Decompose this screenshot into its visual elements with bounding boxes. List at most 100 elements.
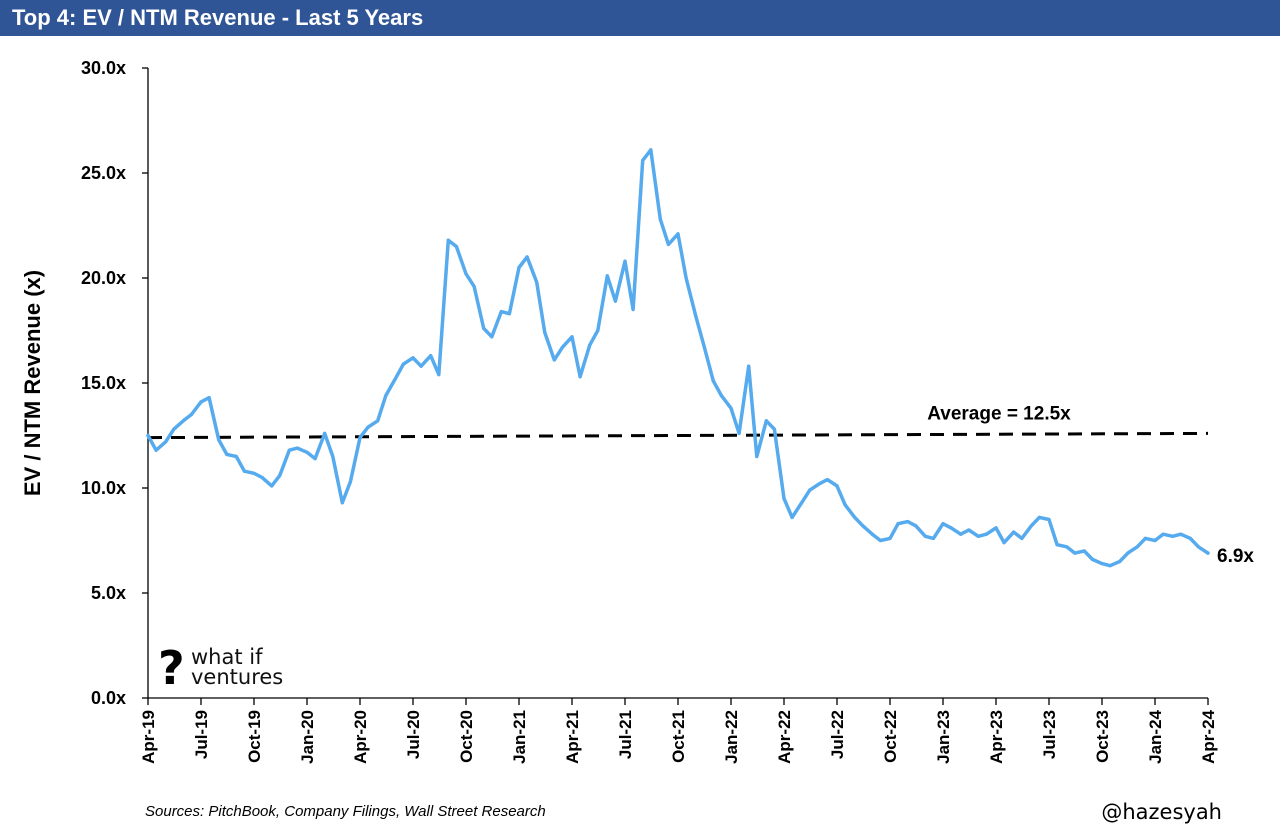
data-point <box>737 431 741 435</box>
data-point <box>729 406 733 410</box>
data-point <box>172 427 176 431</box>
data-point <box>1118 559 1122 564</box>
data-point <box>772 427 777 431</box>
data-point <box>870 532 874 536</box>
y-tick-label: 25.0x <box>81 163 126 183</box>
data-point <box>1012 530 1016 534</box>
data-point <box>437 373 441 377</box>
data-point <box>941 522 945 526</box>
y-axis: 0.0x 5.0x 10.0x 15.0x 20.0x 25.0x 30.0x <box>81 58 149 708</box>
data-point <box>295 446 299 450</box>
y-tick-label: 5.0x <box>91 583 126 603</box>
x-tick-label: Jul-21 <box>616 710 635 759</box>
chart-title: Top 4: EV / NTM Revenue - Last 5 Years <box>12 5 424 30</box>
x-tick-label: Apr-23 <box>987 710 1006 764</box>
data-point <box>976 534 980 538</box>
data-point <box>1002 541 1006 545</box>
data-point <box>252 471 256 475</box>
data-point <box>843 503 847 507</box>
x-tick-label: Apr-20 <box>351 710 370 764</box>
data-point <box>853 515 857 520</box>
data-point <box>535 280 539 284</box>
data-point <box>507 312 511 316</box>
data-point <box>552 358 556 362</box>
data-point <box>358 436 362 440</box>
data-point <box>305 450 309 454</box>
data-point <box>1126 551 1130 555</box>
data-point <box>499 310 503 314</box>
data-point <box>596 328 600 333</box>
data-point <box>454 244 458 249</box>
data-point <box>658 217 662 221</box>
data-point <box>189 412 193 417</box>
data-point <box>472 284 476 288</box>
data-point <box>888 536 892 541</box>
data-point <box>181 419 185 423</box>
x-tick-label: Apr-22 <box>775 710 794 764</box>
data-point <box>588 343 592 347</box>
data-point <box>331 454 335 459</box>
title-bar: Top 4: EV / NTM Revenue - Last 5 Years <box>0 0 1280 36</box>
data-point <box>578 375 582 379</box>
data-point <box>1090 557 1094 562</box>
data-point <box>1206 551 1210 555</box>
y-axis-label: EV / NTM Revenue (x) <box>20 270 45 496</box>
y-tick-label: 15.0x <box>81 373 126 393</box>
data-point <box>464 272 468 276</box>
data-point <box>278 473 282 477</box>
data-point <box>1047 517 1051 522</box>
data-point <box>1179 532 1183 536</box>
x-tick-label: Oct-21 <box>669 710 688 763</box>
x-tick-label: Apr-19 <box>139 710 158 764</box>
data-point <box>684 276 688 280</box>
data-point <box>605 274 609 278</box>
data-point <box>234 454 238 459</box>
data-point <box>313 457 317 461</box>
data-point <box>490 335 494 339</box>
data-point <box>825 478 830 482</box>
logo-line-2: ventures <box>191 665 283 689</box>
data-point <box>1153 538 1157 543</box>
y-tick-label: 30.0x <box>81 58 126 78</box>
data-point <box>270 484 274 488</box>
data-point <box>649 148 653 152</box>
x-axis: Apr-19 Jul-19 Oct-19 Jan-20 Apr-20 Jul-20 Oct-… <box>139 697 1218 764</box>
data-point <box>790 515 794 520</box>
x-tick-label: Oct-20 <box>457 710 476 763</box>
data-point <box>154 448 158 452</box>
data-point <box>446 238 450 242</box>
data-point <box>1135 545 1139 549</box>
average-label: Average = 12.5x <box>927 404 1071 425</box>
sources-note: Sources: PitchBook, Company Filings, Wal… <box>145 803 546 820</box>
data-point <box>817 482 821 486</box>
data-point <box>411 356 415 360</box>
logo-line-1: what if <box>191 645 263 669</box>
data-point <box>1143 536 1147 541</box>
data-point <box>896 522 900 526</box>
data-point <box>146 433 150 438</box>
x-tick-label: Jan-23 <box>934 710 953 764</box>
data-point <box>711 379 715 383</box>
data-point <box>525 255 529 259</box>
data-point <box>641 158 645 162</box>
data-point <box>225 452 229 456</box>
data-point <box>949 526 953 530</box>
data-point <box>755 454 759 459</box>
data-point <box>401 362 405 366</box>
data-point <box>217 438 221 442</box>
data-point <box>366 425 370 429</box>
data-point <box>719 394 724 398</box>
x-tick-label: Jul-22 <box>828 710 847 759</box>
data-point <box>348 480 352 484</box>
data-point <box>1171 534 1175 538</box>
x-tick-label: Oct-23 <box>1093 710 1112 763</box>
data-point <box>393 377 397 381</box>
data-point <box>764 419 768 423</box>
data-point <box>1073 551 1077 555</box>
data-point <box>994 526 998 530</box>
data-point <box>340 501 344 505</box>
data-point <box>747 364 751 368</box>
data-point <box>800 501 804 505</box>
series-points <box>146 148 1210 568</box>
data-point <box>613 299 618 303</box>
